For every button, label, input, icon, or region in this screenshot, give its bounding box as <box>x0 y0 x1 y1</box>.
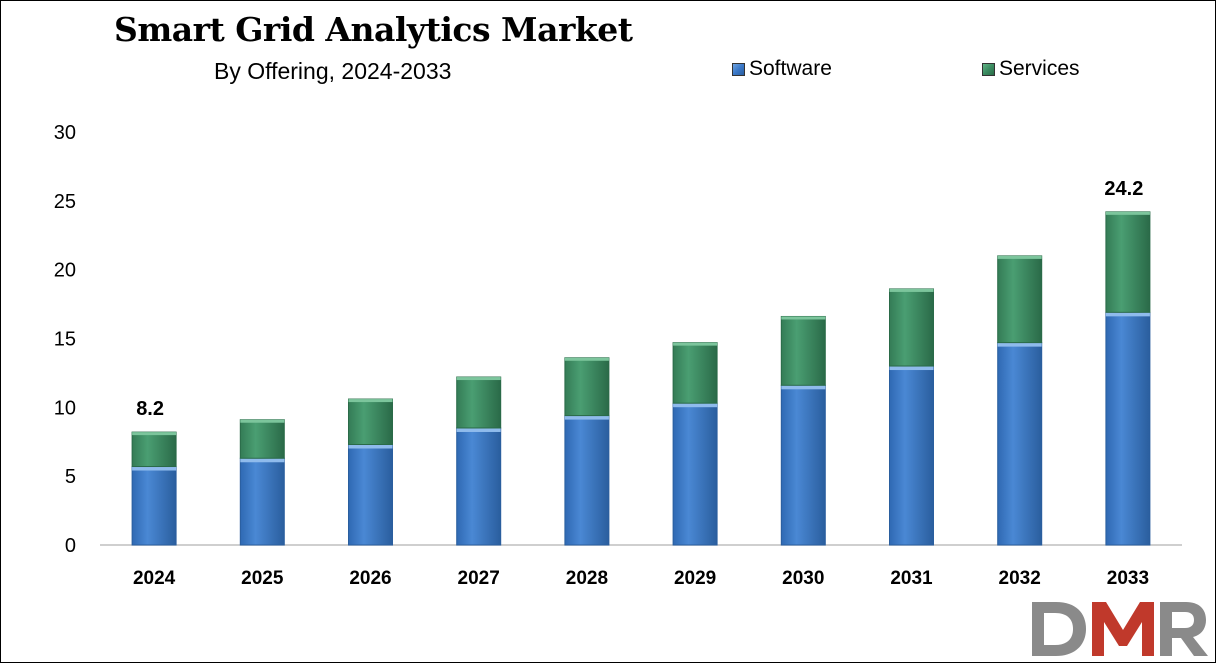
y-tick-label: 30 <box>54 122 76 144</box>
y-tick-label: 0 <box>65 535 76 557</box>
x-tick-label-2030: 2030 <box>782 568 824 589</box>
bar-software-bevel-2028 <box>564 415 609 420</box>
data-label-2024: 8.2 <box>136 398 164 420</box>
bar-services-2024 <box>131 431 177 468</box>
y-tick-label: 10 <box>54 397 76 419</box>
bar-software-bevel-2029 <box>673 403 718 408</box>
bar-services-2033 <box>1105 211 1151 313</box>
legend-services: Services <box>982 57 1080 81</box>
bar-software-2032 <box>997 342 1043 546</box>
legend-software: Software <box>732 57 832 81</box>
data-label-2033: 24.2 <box>1104 178 1143 200</box>
bar-software-bevel-2027 <box>456 427 501 432</box>
bar-services-2029 <box>672 342 718 404</box>
x-tick-label-2029: 2029 <box>674 568 716 589</box>
legend-software-swatch <box>732 62 745 76</box>
bar-services-2030 <box>780 315 826 386</box>
chart-title: Smart Grid Analytics Market <box>114 10 633 49</box>
bar-software-bevel-2026 <box>348 444 393 449</box>
bar-software-2029 <box>672 402 718 546</box>
bar-services-bevel-2029 <box>673 342 718 346</box>
legend-software-label: Software <box>749 57 832 80</box>
x-tick-label-2031: 2031 <box>890 568 933 589</box>
bar-software-2028 <box>564 415 610 546</box>
y-tick-label: 5 <box>65 466 76 488</box>
bar-services-bevel-2026 <box>348 399 393 403</box>
bar-software-bevel-2030 <box>781 385 826 390</box>
bar-services-bevel-2028 <box>564 357 609 361</box>
bar-software-2025 <box>239 457 285 546</box>
x-tick-label-2033: 2033 <box>1107 568 1149 589</box>
bar-software-bevel-2024 <box>132 466 177 471</box>
x-tick-label-2027: 2027 <box>458 568 500 589</box>
bar-software-2026 <box>348 444 393 546</box>
bar-services-bevel-2033 <box>1105 211 1150 215</box>
bar-software-2031 <box>889 365 934 546</box>
bar-services-bevel-2031 <box>889 288 934 292</box>
x-tick-label-2025: 2025 <box>241 568 284 589</box>
legend-services-label: Services <box>999 57 1080 80</box>
dmr-logo <box>1032 602 1208 656</box>
bar-services-2031 <box>889 288 934 367</box>
bar-services-2028 <box>564 357 610 417</box>
bar-software-bevel-2033 <box>1105 312 1150 317</box>
bar-software-2024 <box>131 466 177 546</box>
bar-services-2026 <box>348 398 393 446</box>
bar-services-bevel-2027 <box>456 377 501 381</box>
chart-subtitle: By Offering, 2024-2033 <box>214 58 452 84</box>
bar-services-bevel-2025 <box>240 419 285 423</box>
x-tick-label-2026: 2026 <box>349 568 391 589</box>
bar-software-2033 <box>1105 311 1151 546</box>
x-tick-label-2032: 2032 <box>999 568 1041 589</box>
bar-services-bevel-2024 <box>132 432 177 436</box>
bar-services-2032 <box>997 255 1043 344</box>
bar-software-bevel-2032 <box>997 342 1042 347</box>
bar-services-bevel-2030 <box>781 316 826 320</box>
bar-software-2030 <box>780 384 826 546</box>
x-tick-label-2024: 2024 <box>133 568 176 589</box>
bar-software-bevel-2025 <box>240 458 285 463</box>
y-tick-label: 25 <box>54 191 76 213</box>
y-tick-label: 15 <box>54 329 76 351</box>
bar-services-bevel-2032 <box>997 255 1042 259</box>
bar-services-2025 <box>239 419 285 459</box>
y-tick-label: 20 <box>54 260 76 282</box>
legend-services-swatch <box>982 62 995 76</box>
bar-services-2027 <box>456 376 502 429</box>
bar-software-2027 <box>456 427 502 546</box>
bar-software-bevel-2031 <box>889 366 934 371</box>
x-tick-label-2028: 2028 <box>566 568 608 589</box>
